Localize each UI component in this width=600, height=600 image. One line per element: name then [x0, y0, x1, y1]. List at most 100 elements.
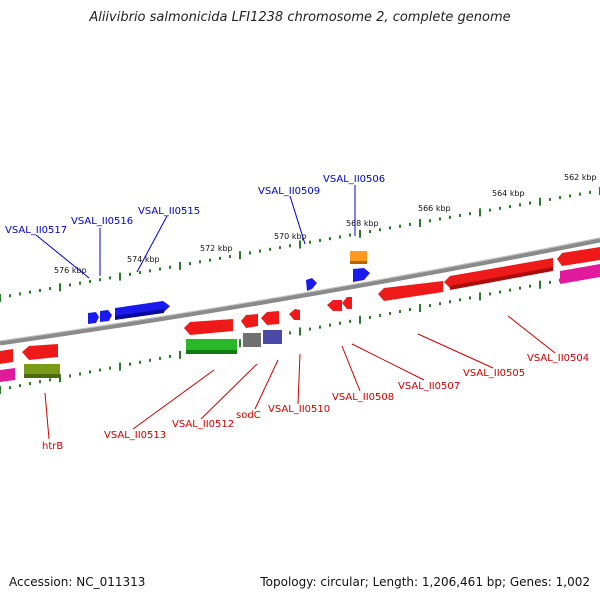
inner-row-minor-tick: [39, 380, 41, 384]
gene-sodc[interactable]: [243, 333, 261, 347]
label-htrb[interactable]: htrB: [42, 441, 63, 452]
gene-vsal-ii0506[interactable]: [353, 268, 370, 282]
inner-row-minor-tick: [399, 310, 401, 313]
gene-vsal-ii0517[interactable]: [88, 312, 99, 324]
outer-row-minor-tick: [99, 278, 101, 282]
inner-row-minor-tick: [289, 331, 291, 335]
gene-vsal-ii0510-red[interactable]: [261, 311, 279, 325]
genome-summary-text: Topology: circular; Length: 1,206,461 bp…: [260, 575, 590, 589]
inner-row-major-tick: [299, 327, 301, 336]
scale-label-568: 568 kbp: [346, 219, 379, 228]
gene-vsal-ii0513[interactable]: [184, 319, 233, 335]
gene-vsal-ii0510[interactable]: [263, 330, 282, 344]
top-label-connectors: [35, 185, 356, 279]
outer-row-major-tick: [419, 219, 421, 228]
outer-row-minor-tick: [329, 237, 331, 241]
outer-row-major-tick: [359, 229, 361, 238]
gene-vsal-ii0507[interactable]: [342, 297, 352, 309]
inner-row-minor-tick: [9, 386, 11, 390]
outer-row-minor-tick: [79, 281, 81, 285]
label-vsal-ii0515[interactable]: VSAL_II0515: [138, 206, 200, 217]
gene-vsal-ii0508-small[interactable]: [289, 309, 300, 320]
label-vsal-ii0506[interactable]: VSAL_II0506: [323, 174, 385, 185]
gene-vsal-ii0512-shade: [186, 350, 237, 354]
label-vsal-ii0507[interactable]: VSAL_II0507: [398, 381, 460, 392]
bottom-label-connectors: [44, 315, 556, 440]
outer-row-major-tick: [299, 240, 301, 249]
outer-row-major-tick: [539, 197, 541, 206]
outer-row-minor-tick: [259, 249, 261, 253]
inner-row-minor-tick: [19, 384, 21, 388]
inner-row-minor-tick: [89, 370, 91, 374]
outer-row-minor-tick: [9, 294, 11, 298]
inner-row-major-tick: [0, 386, 1, 394]
label-vsal-ii0510[interactable]: VSAL_II0510: [268, 404, 330, 415]
outer-row-minor-tick: [579, 192, 581, 196]
inner-row-minor-tick: [459, 298, 461, 302]
label-vsal-ii0504[interactable]: VSAL_II0504: [527, 353, 589, 364]
gene-vsal-ii0508[interactable]: [327, 300, 342, 311]
gene-vsal-ii0505-left[interactable]: [378, 281, 443, 301]
inner-row-minor-tick: [529, 284, 531, 288]
label-vsal-ii0516[interactable]: VSAL_II0516: [71, 216, 133, 227]
label-sodc[interactable]: sodC: [236, 410, 261, 421]
inner-row-minor-tick: [319, 325, 321, 329]
label-vsal-ii0512[interactable]: VSAL_II0512: [172, 419, 234, 430]
inner-row-minor-tick: [129, 362, 131, 366]
inner-row-minor-tick: [69, 374, 71, 378]
outer-row-minor-tick: [429, 219, 431, 223]
gene-reverse-strand: [0, 247, 600, 382]
inner-row-minor-tick: [99, 368, 101, 372]
label-vsal-ii0509[interactable]: VSAL_II0509: [258, 186, 320, 197]
gene-vsal-ii0505-shade: [450, 267, 553, 290]
gene-vsal-ii0516[interactable]: [100, 310, 112, 322]
label-vsal-ii0517[interactable]: VSAL_II0517: [5, 225, 67, 236]
gene-htrb[interactable]: [24, 364, 60, 377]
outer-row-major-tick: [0, 294, 1, 302]
scale-label-564: 564 kbp: [492, 189, 525, 198]
outer-row-minor-tick: [459, 214, 461, 217]
outer-row-minor-tick: [469, 212, 471, 216]
outer-row-minor-tick: [529, 201, 531, 205]
label-vsal-ii0508[interactable]: VSAL_II0508: [332, 392, 394, 403]
label-vsal-ii0513[interactable]: VSAL_II0513: [104, 430, 166, 441]
outer-row-minor-tick: [399, 224, 401, 228]
inner-row-minor-tick: [439, 302, 441, 306]
inner-row-minor-tick: [159, 356, 161, 360]
inner-row-minor-tick: [409, 308, 411, 312]
gene-left-edge-red[interactable]: [0, 349, 13, 364]
inner-row-minor-tick: [449, 300, 451, 304]
map-title: Aliivibrio salmonicida LFI1238 chromosom…: [89, 10, 511, 25]
label-vsal-ii0505[interactable]: VSAL_II0505: [463, 368, 525, 379]
gene-vsal-ii0512[interactable]: [186, 339, 237, 353]
outer-row-minor-tick: [279, 246, 281, 250]
outer-row-minor-tick: [589, 190, 591, 194]
outer-row-minor-tick: [89, 279, 91, 283]
outer-row-minor-tick: [519, 203, 521, 207]
outer-row-minor-tick: [159, 267, 161, 271]
gene-vsal-ii0504[interactable]: [557, 247, 600, 266]
inner-row-major-tick: [59, 374, 61, 383]
outer-row-minor-tick: [409, 222, 411, 226]
gene-vsal-ii0506-orange[interactable]: [350, 251, 367, 263]
inner-row-minor-tick: [499, 290, 501, 294]
inner-row-major-tick: [359, 315, 361, 324]
gene-vsal-ii0515-shade: [115, 309, 164, 320]
gene-left-red-arrow[interactable]: [22, 344, 58, 360]
outer-row-minor-tick: [139, 271, 141, 274]
outer-row-minor-tick: [39, 288, 41, 292]
gene-vsal-ii0509[interactable]: [306, 278, 317, 291]
scale-label-570: 570 kbp: [274, 232, 307, 241]
gene-vsal-ii0506-orange-shade: [350, 261, 367, 264]
inner-row-minor-tick: [369, 315, 371, 319]
gene-vsal-ii0505[interactable]: [444, 258, 553, 288]
outer-row-minor-tick: [109, 276, 111, 280]
gene-right-edge-magenta[interactable]: [560, 264, 600, 284]
chromosome-backbone: [0, 237, 600, 346]
outer-row-minor-tick: [129, 272, 131, 276]
gene-left-edge-magenta[interactable]: [0, 368, 15, 382]
inner-row-minor-tick: [49, 378, 51, 382]
inner-row-major-tick: [239, 339, 241, 348]
inner-row-minor-tick: [389, 311, 391, 315]
gene-vsal-ii0511-red[interactable]: [241, 314, 258, 328]
